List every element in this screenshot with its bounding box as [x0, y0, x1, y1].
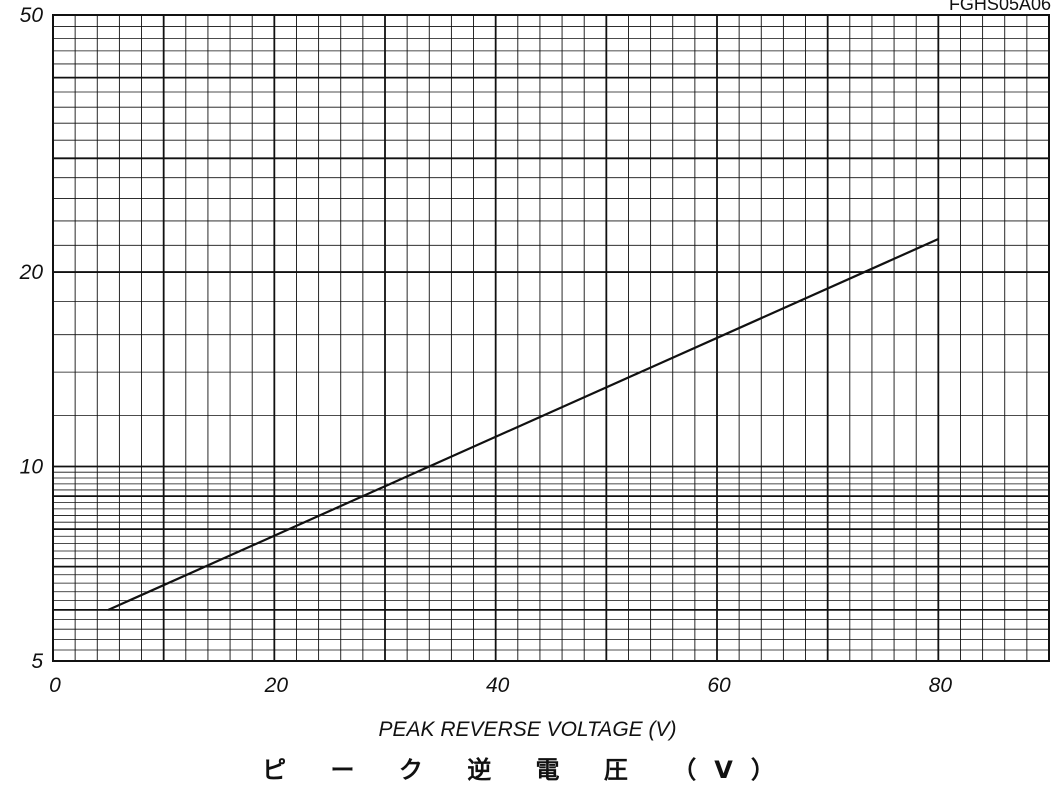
y-tick-label: 20: [19, 261, 44, 284]
figure-id: FGHS05A06: [948, 0, 1051, 14]
x-tick-labels: 0 20 40 60 80: [49, 674, 952, 697]
x-tick-label: 60: [707, 674, 731, 697]
y-tick-label: 50: [20, 4, 44, 27]
major-grid: [52, 14, 1050, 662]
x-tick-label: 40: [486, 674, 510, 697]
y-tick-label: 5: [31, 650, 43, 673]
y-tick-label: 10: [20, 456, 44, 479]
x-tick-label: 80: [929, 674, 953, 697]
x-tick-label: 20: [264, 674, 289, 697]
series-layer: [107, 238, 939, 611]
series-line-0: [107, 238, 939, 611]
x-tick-label: 0: [49, 674, 61, 697]
x-axis-label: PEAK REVERSE VOLTAGE (V): [378, 718, 677, 741]
x-axis-label-jp: ピ ー ク 逆 電 圧 （V）: [262, 756, 793, 784]
y-tick-labels: 5 10 20 50: [19, 4, 44, 673]
plot-frame: [52, 14, 1050, 662]
minor-grid: [53, 15, 1049, 661]
